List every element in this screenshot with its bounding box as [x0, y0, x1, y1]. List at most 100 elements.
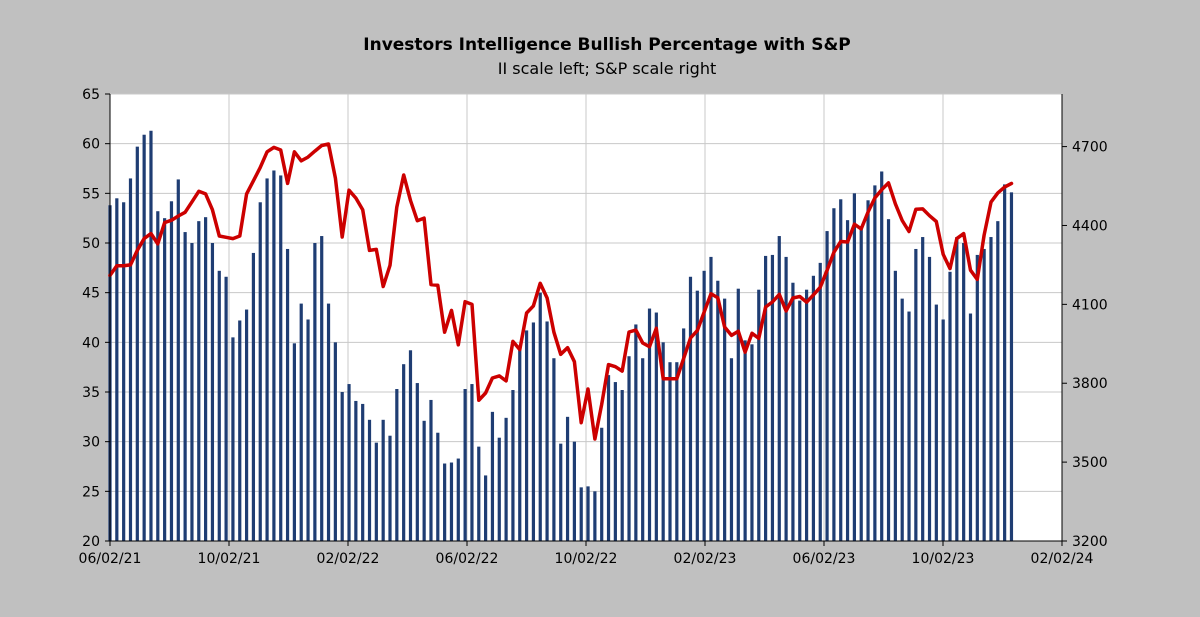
bar	[579, 487, 583, 541]
bar	[859, 229, 863, 542]
bar	[299, 303, 303, 541]
bar	[484, 475, 488, 541]
bar	[183, 232, 187, 541]
bar	[122, 202, 126, 542]
bar	[320, 236, 324, 541]
bar	[326, 303, 331, 541]
bar	[921, 237, 925, 542]
bar	[545, 321, 549, 541]
bar	[115, 198, 119, 542]
bar	[415, 383, 419, 541]
x-tick-label: 10/02/21	[198, 551, 261, 567]
x-tick-label: 06/02/21	[79, 551, 142, 567]
bar	[210, 243, 215, 541]
bar	[388, 435, 392, 541]
bar	[907, 311, 911, 541]
x-tick-label: 10/02/22	[555, 551, 618, 567]
bar	[647, 308, 652, 541]
bar	[750, 344, 754, 541]
y-left-tick-label: 60	[82, 137, 100, 153]
bar	[955, 237, 959, 542]
bar	[777, 236, 781, 541]
y-left-tick-label: 20	[82, 534, 100, 550]
bar	[764, 255, 768, 541]
bar	[285, 248, 290, 541]
bar	[374, 442, 378, 541]
bar	[169, 201, 174, 541]
bar	[190, 243, 194, 541]
bar	[135, 146, 139, 541]
y-left-tick-label: 65	[82, 87, 100, 103]
y-right-tick-label: 3200	[1072, 534, 1108, 550]
bar	[449, 462, 454, 541]
bar	[265, 178, 269, 541]
bar	[832, 208, 836, 541]
bar	[422, 420, 426, 541]
bar	[845, 220, 850, 542]
bar	[791, 282, 795, 541]
bar	[279, 175, 283, 541]
bar	[586, 486, 590, 541]
bar	[880, 171, 884, 542]
x-tick-label: 02/02/23	[674, 551, 737, 567]
bar	[381, 419, 385, 541]
bar	[620, 390, 624, 541]
bar	[306, 319, 310, 541]
bar	[402, 364, 406, 541]
bar	[873, 185, 877, 542]
y-left-tick-label: 30	[82, 435, 100, 451]
x-tick-label: 06/02/22	[436, 551, 499, 567]
bar	[511, 390, 515, 541]
bar	[716, 280, 720, 541]
bar	[968, 313, 973, 541]
bar	[538, 292, 542, 541]
bar	[244, 309, 249, 541]
bar	[736, 288, 740, 541]
bar	[975, 254, 979, 542]
bar	[948, 271, 952, 541]
bar	[559, 443, 563, 541]
bar	[354, 400, 358, 541]
bar	[272, 170, 276, 541]
bar	[572, 441, 576, 541]
bar	[149, 130, 153, 541]
bar	[927, 256, 932, 541]
x-tick-label: 10/02/23	[912, 551, 975, 567]
bar	[914, 248, 918, 541]
bar	[490, 411, 495, 541]
bar	[900, 298, 904, 541]
bar	[770, 254, 775, 542]
bar	[982, 248, 986, 541]
bar	[818, 262, 822, 541]
bar	[723, 298, 727, 541]
bar-series	[108, 130, 1014, 542]
bar	[456, 458, 460, 541]
x-tick-label: 06/02/23	[793, 551, 856, 567]
bar	[641, 358, 645, 541]
bar	[866, 200, 870, 541]
bar	[634, 324, 638, 541]
bar	[176, 179, 180, 541]
bar	[361, 403, 365, 541]
bar	[729, 358, 734, 541]
bar	[477, 446, 481, 541]
bar	[204, 217, 208, 541]
bar	[463, 389, 467, 541]
bar	[238, 320, 242, 541]
y-left-tick-label: 50	[82, 236, 100, 252]
bar	[524, 330, 529, 541]
bar	[606, 375, 611, 541]
bar	[893, 270, 897, 541]
bar	[128, 178, 133, 541]
bar	[552, 358, 556, 541]
bar	[313, 243, 317, 541]
bar	[258, 202, 262, 542]
x-tick-label: 02/02/24	[1031, 551, 1094, 567]
y-left-tick-label: 35	[82, 385, 100, 401]
y-right-tick-label: 3500	[1072, 455, 1108, 471]
bar	[292, 343, 296, 541]
bar	[142, 134, 146, 541]
bar	[695, 290, 699, 541]
bar	[1003, 184, 1007, 542]
